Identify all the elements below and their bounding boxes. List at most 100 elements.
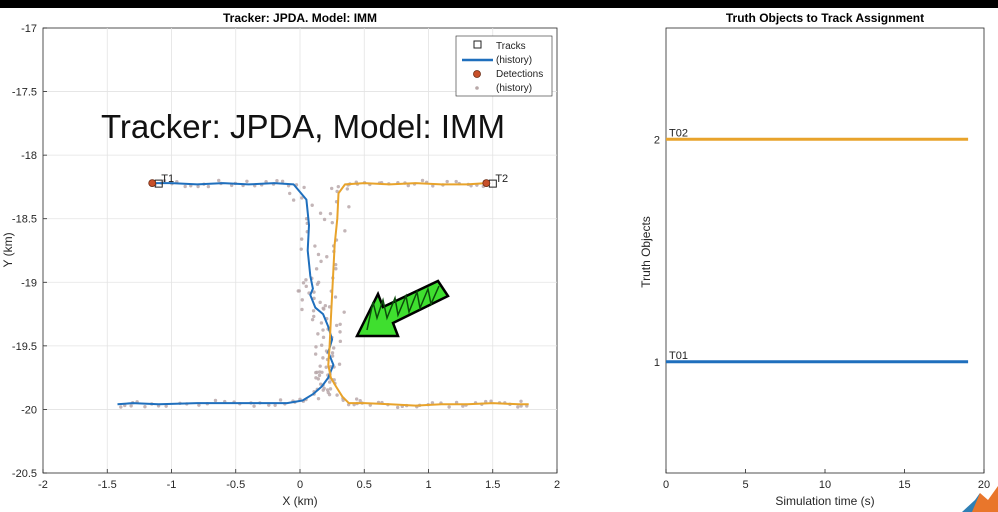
assignment-lines: T01 T02 <box>666 127 969 364</box>
detection-history-point <box>336 184 341 189</box>
assignment-label: T01 <box>669 350 688 362</box>
detection-history-point <box>519 399 523 404</box>
detection-history-point <box>334 267 338 271</box>
detection-history-point <box>335 189 339 194</box>
left-x-tick-label: -1 <box>167 479 177 491</box>
detection-history-point <box>300 307 304 312</box>
detection-history-point <box>314 345 318 349</box>
detection-history-point <box>324 365 328 369</box>
detection-history-point <box>119 405 123 409</box>
detection-history-point <box>316 396 321 401</box>
overlay-annotation-text: Tracker: JPDA, Model: IMM <box>101 108 505 145</box>
right-x-tick-label: 5 <box>742 479 748 491</box>
left-x-tick-label: 0 <box>297 479 303 491</box>
detection-history-point <box>299 247 303 251</box>
right-y-axis-label: Truth Objects <box>639 216 653 288</box>
detection-history-point <box>313 352 318 356</box>
detection-history-point <box>162 179 167 183</box>
detection-history-point <box>445 179 449 184</box>
detection-history-point <box>316 280 321 285</box>
detection-history-point <box>291 198 296 202</box>
legend-tracks: Tracks <box>496 41 526 52</box>
right-y-tick-label: 2 <box>654 134 660 146</box>
detection-history-point <box>338 330 342 334</box>
detection-history-point <box>300 196 304 200</box>
detection-history-point <box>321 328 325 332</box>
detection-history-point <box>454 179 458 184</box>
detection-history-point <box>213 398 218 403</box>
left-chart-title: Tracker: JPDA. Model: IMM <box>223 11 377 25</box>
detection-history-point <box>318 300 322 305</box>
detection-history-point <box>332 346 336 350</box>
detection-history-point <box>196 184 200 189</box>
right-axes: 0 5 10 15 20 1 2 T01 T02 Truth Objects to Trac… <box>639 11 990 508</box>
right-x-axis-label: Simulation time (s) <box>775 494 874 508</box>
detection-history-point <box>129 404 133 408</box>
detection-history-point <box>335 393 339 397</box>
right-x-tick-label: 20 <box>978 479 990 491</box>
detection-history-point <box>347 205 351 209</box>
left-x-tick-labels: -2 -1.5 -1 -0.5 0 0.5 1 1.5 2 <box>38 479 560 491</box>
detection-history-point <box>183 184 187 189</box>
detection-history-point <box>252 404 256 408</box>
detections-legend-marker <box>473 70 481 78</box>
left-y-tick-labels: -17 -17.5 -18 -18.5 -19 -19.5 -20 -20.5 <box>12 23 37 480</box>
detection-marker <box>482 179 491 188</box>
detection-history-point <box>275 179 279 183</box>
detection-history-point <box>327 305 332 309</box>
detection-history-point <box>197 403 201 407</box>
top-black-bar <box>0 0 998 8</box>
detection-history-point <box>358 399 362 403</box>
detection-history-point <box>320 370 324 374</box>
right-x-tick-label: 10 <box>819 479 831 491</box>
left-y-tick-label: -20 <box>21 404 37 416</box>
detection-history-point <box>322 217 327 222</box>
right-y-tick-label: 1 <box>654 357 660 369</box>
right-x-tick-label: 15 <box>898 479 910 491</box>
detection-history-point <box>288 191 292 196</box>
detection-history-point <box>318 211 323 215</box>
left-y-tick-label: -17 <box>21 23 37 35</box>
track-label: T2 <box>495 173 508 185</box>
detection-history-point <box>316 332 320 336</box>
detection-history-point <box>342 310 346 314</box>
track-markers: T1 T2 <box>148 173 508 188</box>
detection-history-point <box>489 399 493 403</box>
detection-history-point <box>338 322 342 326</box>
right-chart-title: Truth Objects to Track Assignment <box>726 11 924 25</box>
detection-history-point <box>330 351 335 355</box>
detection-history-point <box>333 262 338 267</box>
detection-history-point <box>322 386 326 391</box>
detection-history-point <box>406 183 411 188</box>
detection-history-point <box>420 178 425 183</box>
detection-history-point <box>329 186 334 191</box>
green-arrow-annotation <box>354 279 450 338</box>
track-label: T1 <box>161 173 174 185</box>
detection-history-point <box>319 321 324 325</box>
legend-detection-history: (history) <box>496 83 532 94</box>
track-history-line-t2 <box>327 182 529 407</box>
detection-history-point <box>310 317 315 322</box>
left-y-tick-label: -18 <box>21 150 37 162</box>
detection-history-point <box>317 373 322 378</box>
detection-history-point <box>338 339 343 344</box>
left-y-axis-label: Y (km) <box>1 232 15 267</box>
detection-history-point <box>325 255 329 259</box>
detection-history-point <box>206 184 211 189</box>
assignment-label: T02 <box>669 127 688 139</box>
left-x-tick-label: 0.5 <box>357 479 372 491</box>
left-x-tick-label: 1.5 <box>485 479 500 491</box>
right-x-tick-label: 0 <box>663 479 669 491</box>
left-x-tick-label: -1.5 <box>98 479 117 491</box>
detection-history-point <box>304 278 308 282</box>
detection-history-point <box>321 356 325 360</box>
detection-history-point <box>312 314 316 319</box>
detection-history-point <box>319 259 323 264</box>
detection-history-point <box>316 252 321 257</box>
detection-history-point <box>280 179 285 184</box>
detection-history-point <box>301 281 306 285</box>
detection-history-point <box>278 398 283 402</box>
detection-history-point <box>330 220 334 225</box>
left-y-tick-label: -19 <box>21 277 37 289</box>
detection-history-point <box>447 405 451 409</box>
